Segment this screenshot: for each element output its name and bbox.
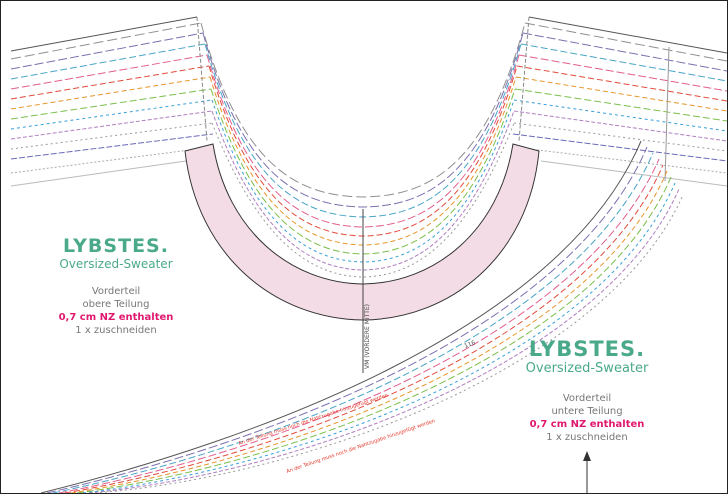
product-name: Oversized-Sweater bbox=[525, 361, 649, 376]
piece-part: untere Teilung bbox=[551, 406, 623, 418]
right-piece-label: LYBSTES. Oversized-Sweater Vorderteil un… bbox=[515, 339, 659, 444]
seam-warning-upper: An der Teilung muss noch die Nahtzugabe … bbox=[238, 393, 389, 447]
seam-allowance-note: 0,7 cm NZ enthalten bbox=[529, 419, 645, 431]
lower-division-grading-curves bbox=[40, 140, 684, 493]
brand-logo: LYBSTES. bbox=[528, 337, 646, 361]
grainline-arrowhead bbox=[583, 451, 591, 461]
seam-allowance-note: 0,7 cm NZ enthalten bbox=[58, 312, 174, 324]
seam-warning-lower: An der Teilung muss noch die Nahtzugabe … bbox=[286, 418, 436, 475]
piece-name: Vorderteil bbox=[91, 286, 141, 298]
piece-part: obere Teilung bbox=[82, 299, 150, 311]
piece-name: Vorderteil bbox=[562, 393, 612, 405]
cut-instruction: 1 x zuschneiden bbox=[75, 325, 157, 337]
right-shoulder-grading-lines bbox=[512, 16, 727, 187]
neckband-piece bbox=[184, 143, 540, 321]
left-shoulder-grading-lines bbox=[10, 16, 214, 187]
center-front-label: VM (VORDERE MITTE) bbox=[364, 304, 371, 369]
size-marker: 116 bbox=[463, 339, 476, 350]
brand-logo: LYBSTES. bbox=[63, 235, 169, 257]
left-piece-label: LYBSTES. Oversized-Sweater Vorderteil ob… bbox=[51, 237, 181, 337]
cut-instruction: 1 x zuschneiden bbox=[546, 432, 628, 444]
product-name: Oversized-Sweater bbox=[59, 257, 173, 271]
